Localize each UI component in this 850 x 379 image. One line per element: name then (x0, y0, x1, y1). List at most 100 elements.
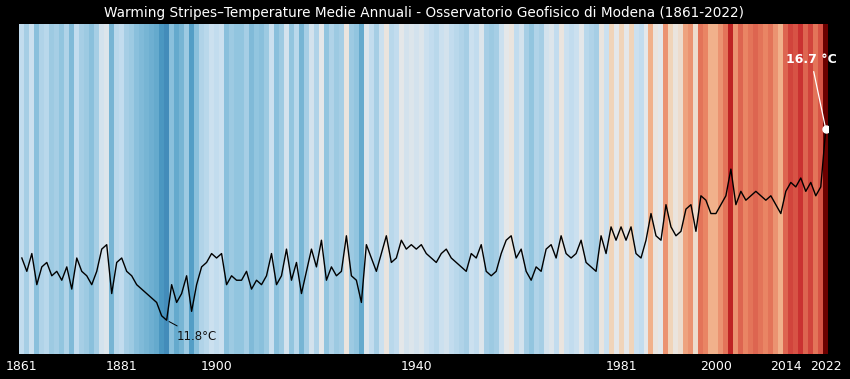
Bar (399, 23, 404, 354)
Bar (793, 23, 798, 354)
Bar (339, 23, 344, 354)
Bar (499, 23, 504, 354)
Bar (404, 23, 409, 354)
Bar (473, 23, 479, 354)
Title: Warming Stripes–Temperature Medie Annuali - Osservatorio Geofisico di Modena (18: Warming Stripes–Temperature Medie Annual… (104, 6, 744, 20)
Bar (464, 23, 468, 354)
Bar (74, 23, 79, 354)
Bar (114, 23, 119, 354)
Bar (174, 23, 179, 354)
Bar (678, 23, 683, 354)
Bar (614, 23, 619, 354)
Bar (254, 23, 259, 354)
Bar (169, 23, 174, 354)
Bar (359, 23, 364, 354)
Bar (424, 23, 428, 354)
Bar (89, 23, 94, 354)
Bar (394, 23, 399, 354)
Bar (504, 23, 508, 354)
Bar (39, 23, 44, 354)
Bar (25, 23, 29, 354)
Bar (234, 23, 239, 354)
Bar (708, 23, 713, 354)
Bar (219, 23, 224, 354)
Bar (579, 23, 584, 354)
Bar (588, 23, 593, 354)
Bar (309, 23, 314, 354)
Bar (419, 23, 424, 354)
Bar (479, 23, 484, 354)
Bar (264, 23, 269, 354)
Bar (779, 23, 784, 354)
Bar (374, 23, 379, 354)
Bar (284, 23, 289, 354)
Bar (649, 23, 654, 354)
Bar (633, 23, 638, 354)
Bar (20, 23, 25, 354)
Bar (379, 23, 384, 354)
Bar (369, 23, 374, 354)
Bar (728, 23, 734, 354)
Bar (129, 23, 134, 354)
Bar (354, 23, 359, 354)
Bar (564, 23, 569, 354)
Bar (164, 23, 169, 354)
Bar (494, 23, 499, 354)
Bar (149, 23, 154, 354)
Bar (553, 23, 558, 354)
Bar (548, 23, 553, 354)
Bar (604, 23, 609, 354)
Bar (409, 23, 414, 354)
Bar (444, 23, 449, 354)
Bar (518, 23, 524, 354)
Bar (269, 23, 274, 354)
Bar (224, 23, 229, 354)
Bar (449, 23, 454, 354)
Bar (259, 23, 264, 354)
Bar (619, 23, 624, 354)
Bar (508, 23, 513, 354)
Bar (739, 23, 744, 354)
Bar (194, 23, 199, 354)
Bar (344, 23, 348, 354)
Bar (99, 23, 105, 354)
Bar (119, 23, 124, 354)
Bar (824, 23, 828, 354)
Bar (54, 23, 60, 354)
Bar (299, 23, 304, 354)
Bar (79, 23, 84, 354)
Bar (813, 23, 819, 354)
Bar (279, 23, 284, 354)
Bar (668, 23, 673, 354)
Bar (105, 23, 109, 354)
Bar (329, 23, 334, 354)
Bar (598, 23, 604, 354)
Text: 11.8°C: 11.8°C (169, 321, 217, 343)
Bar (718, 23, 723, 354)
Bar (144, 23, 149, 354)
Bar (489, 23, 494, 354)
Bar (539, 23, 544, 354)
Text: 16.7 °C: 16.7 °C (785, 53, 836, 126)
Bar (65, 23, 69, 354)
Bar (294, 23, 299, 354)
Bar (704, 23, 708, 354)
Bar (574, 23, 579, 354)
Bar (384, 23, 388, 354)
Bar (60, 23, 65, 354)
Bar (643, 23, 649, 354)
Bar (774, 23, 779, 354)
Bar (534, 23, 539, 354)
Bar (109, 23, 114, 354)
Bar (664, 23, 668, 354)
Bar (819, 23, 824, 354)
Bar (324, 23, 329, 354)
Bar (593, 23, 598, 354)
Bar (788, 23, 793, 354)
Bar (683, 23, 689, 354)
Bar (94, 23, 99, 354)
Bar (204, 23, 209, 354)
Bar (459, 23, 464, 354)
Bar (763, 23, 768, 354)
Bar (334, 23, 339, 354)
